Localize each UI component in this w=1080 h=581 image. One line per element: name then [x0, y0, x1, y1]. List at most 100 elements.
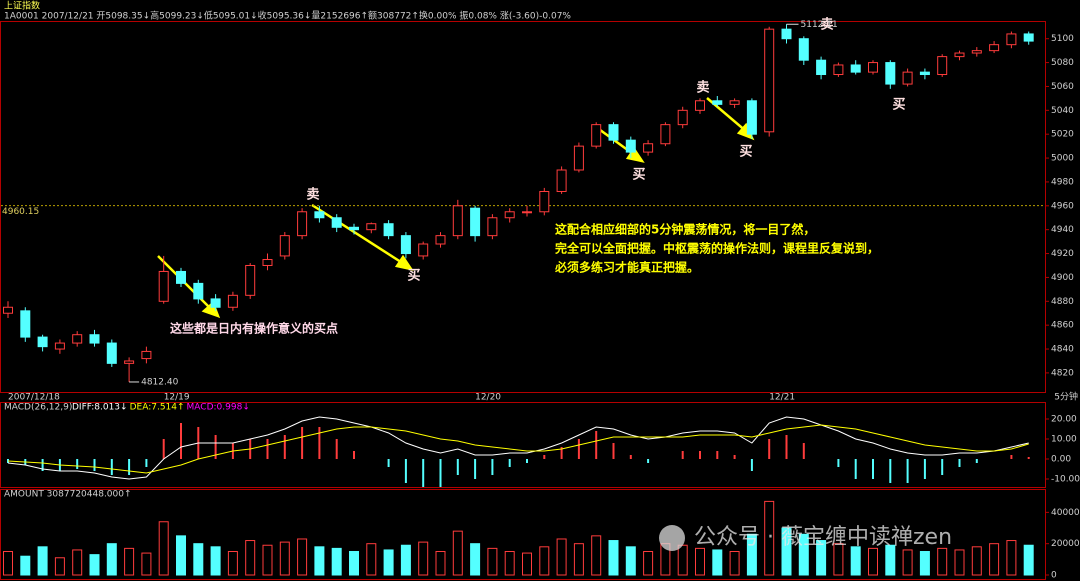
candle-body: [504, 211, 515, 219]
watermark-text: 公众号 · 薇宝缠中读禅zen: [694, 525, 952, 550]
legend-entry: DEA:7.514↑: [130, 403, 185, 413]
y-tick-label: -10.00: [1051, 475, 1080, 485]
volume-bar: [158, 521, 169, 576]
buy-label: 买: [632, 168, 645, 183]
volume-bar: [781, 527, 792, 576]
candle-body: [833, 64, 844, 76]
candle-body: [487, 217, 498, 237]
volume-bar: [885, 544, 896, 576]
y-tick-label: 4820: [1051, 368, 1074, 378]
x-tick-label: 12/19: [164, 393, 190, 403]
buy-label: 买: [892, 98, 905, 113]
candle-body: [383, 223, 394, 237]
buy-label: 买: [739, 145, 752, 160]
volume-bar: [816, 540, 827, 576]
candle-body: [798, 38, 809, 61]
volume-bar: [971, 546, 982, 576]
candle-body: [297, 211, 308, 237]
legend-entry: DIFF:8.013↓: [72, 403, 128, 413]
candle-body: [850, 64, 861, 73]
candle-body: [573, 145, 584, 171]
x-tick-label: 12/20: [475, 393, 501, 403]
y-tick-label: 4980: [1051, 177, 1074, 187]
volume-bar: [124, 547, 135, 576]
candle-body: [591, 124, 602, 147]
volume-bar: [798, 533, 809, 576]
volume-bar: [72, 549, 83, 576]
volume-bar: [331, 547, 342, 576]
candle-body: [522, 211, 532, 214]
volume-bar: [245, 540, 256, 576]
candle-body: [868, 62, 878, 73]
y-tick-label: 4840: [1051, 345, 1074, 355]
volume-bar: [227, 551, 238, 576]
sell-label: 卖: [696, 80, 709, 96]
candle-body: [349, 226, 359, 231]
quote-info: 1A0001 2007/12/21 开5098.35↓高5099.23↓低509…: [4, 10, 571, 22]
y-tick-label: 5060: [1051, 82, 1074, 92]
candle-body: [729, 100, 740, 105]
price-frame: [0, 21, 1046, 393]
volume-bar: [210, 546, 221, 576]
candle-body: [781, 28, 792, 40]
candle-body: [20, 310, 31, 338]
note: 这些都是日内有操作意义的买点: [170, 321, 338, 336]
candle-body: [331, 217, 342, 228]
candle-body: [124, 360, 135, 364]
macd-line: [7, 424, 1029, 474]
x-tick-label: 2007/12/18: [8, 393, 60, 403]
volume-bar: [833, 543, 844, 576]
candle-body: [262, 259, 273, 266]
candle-body: [158, 270, 169, 302]
volume-bar: [435, 551, 446, 576]
y-tick-label: 5040: [1051, 106, 1074, 116]
candle-body: [677, 109, 688, 126]
volume-bar: [695, 547, 705, 576]
volume-bar: [539, 546, 550, 576]
candle-body: [902, 71, 913, 85]
volume-bar: [176, 535, 186, 576]
volume-bar: [279, 541, 290, 576]
x-tick-label: 12/21: [769, 393, 795, 403]
candle-body: [279, 235, 290, 257]
volume-bar: [677, 544, 688, 576]
volume-bar: [556, 538, 567, 576]
sell-label: 卖: [820, 17, 833, 33]
y-tick-label: 4900: [1051, 273, 1074, 283]
buy-label: 买: [407, 269, 420, 284]
period-label: 5分钟: [1054, 391, 1078, 403]
volume-bar: [919, 551, 930, 576]
volume-bar: [591, 535, 602, 576]
candle-body: [227, 294, 238, 308]
candle-body: [695, 100, 705, 111]
watermark-icon: [659, 525, 685, 551]
index-name: 上证指数: [4, 0, 40, 12]
volume-bar: [487, 547, 498, 576]
volume-bar: [193, 543, 204, 576]
volume-bar: [764, 500, 775, 576]
candle-body: [54, 342, 65, 350]
candle-body: [885, 62, 896, 85]
candle-body: [245, 264, 256, 296]
volume-bar: [37, 546, 48, 576]
y-tick-label: 4940: [1051, 225, 1074, 235]
macd-line: [7, 416, 1029, 480]
arrow: [311, 203, 405, 266]
candle-body: [314, 211, 325, 219]
candle-body: [470, 207, 481, 237]
reference-label: 4960.15: [2, 207, 39, 217]
candle-body: [210, 298, 221, 308]
candle-body: [764, 28, 775, 133]
volume-bar: [1023, 544, 1034, 576]
candle-body: [141, 350, 152, 360]
volume-frame: [0, 489, 1046, 580]
volume-bar: [937, 547, 948, 576]
candle-body: [971, 50, 982, 54]
candle-body: [3, 306, 13, 314]
candle-body: [937, 56, 948, 76]
volume-bar: [573, 543, 584, 576]
watermark: 公众号 · 薇宝缠中读禅zen: [659, 525, 952, 551]
macd-frame: [0, 402, 1046, 488]
volume-title: AMOUNT 3087720448.000↑: [4, 490, 132, 500]
